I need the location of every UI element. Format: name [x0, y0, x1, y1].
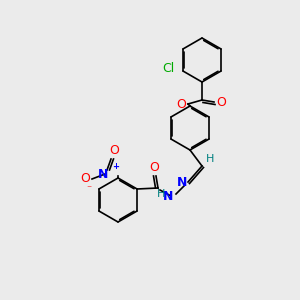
- Text: +: +: [112, 162, 119, 171]
- Text: O: O: [80, 172, 90, 185]
- Text: N: N: [163, 190, 173, 202]
- Text: ⁻: ⁻: [86, 184, 91, 194]
- Text: N: N: [177, 176, 187, 188]
- Text: O: O: [176, 98, 186, 110]
- Text: H: H: [206, 154, 214, 164]
- Text: O: O: [149, 161, 159, 174]
- Text: H: H: [157, 189, 165, 199]
- Text: O: O: [216, 97, 226, 110]
- Text: Cl: Cl: [163, 62, 175, 76]
- Text: O: O: [109, 144, 119, 157]
- Text: N: N: [98, 167, 108, 181]
